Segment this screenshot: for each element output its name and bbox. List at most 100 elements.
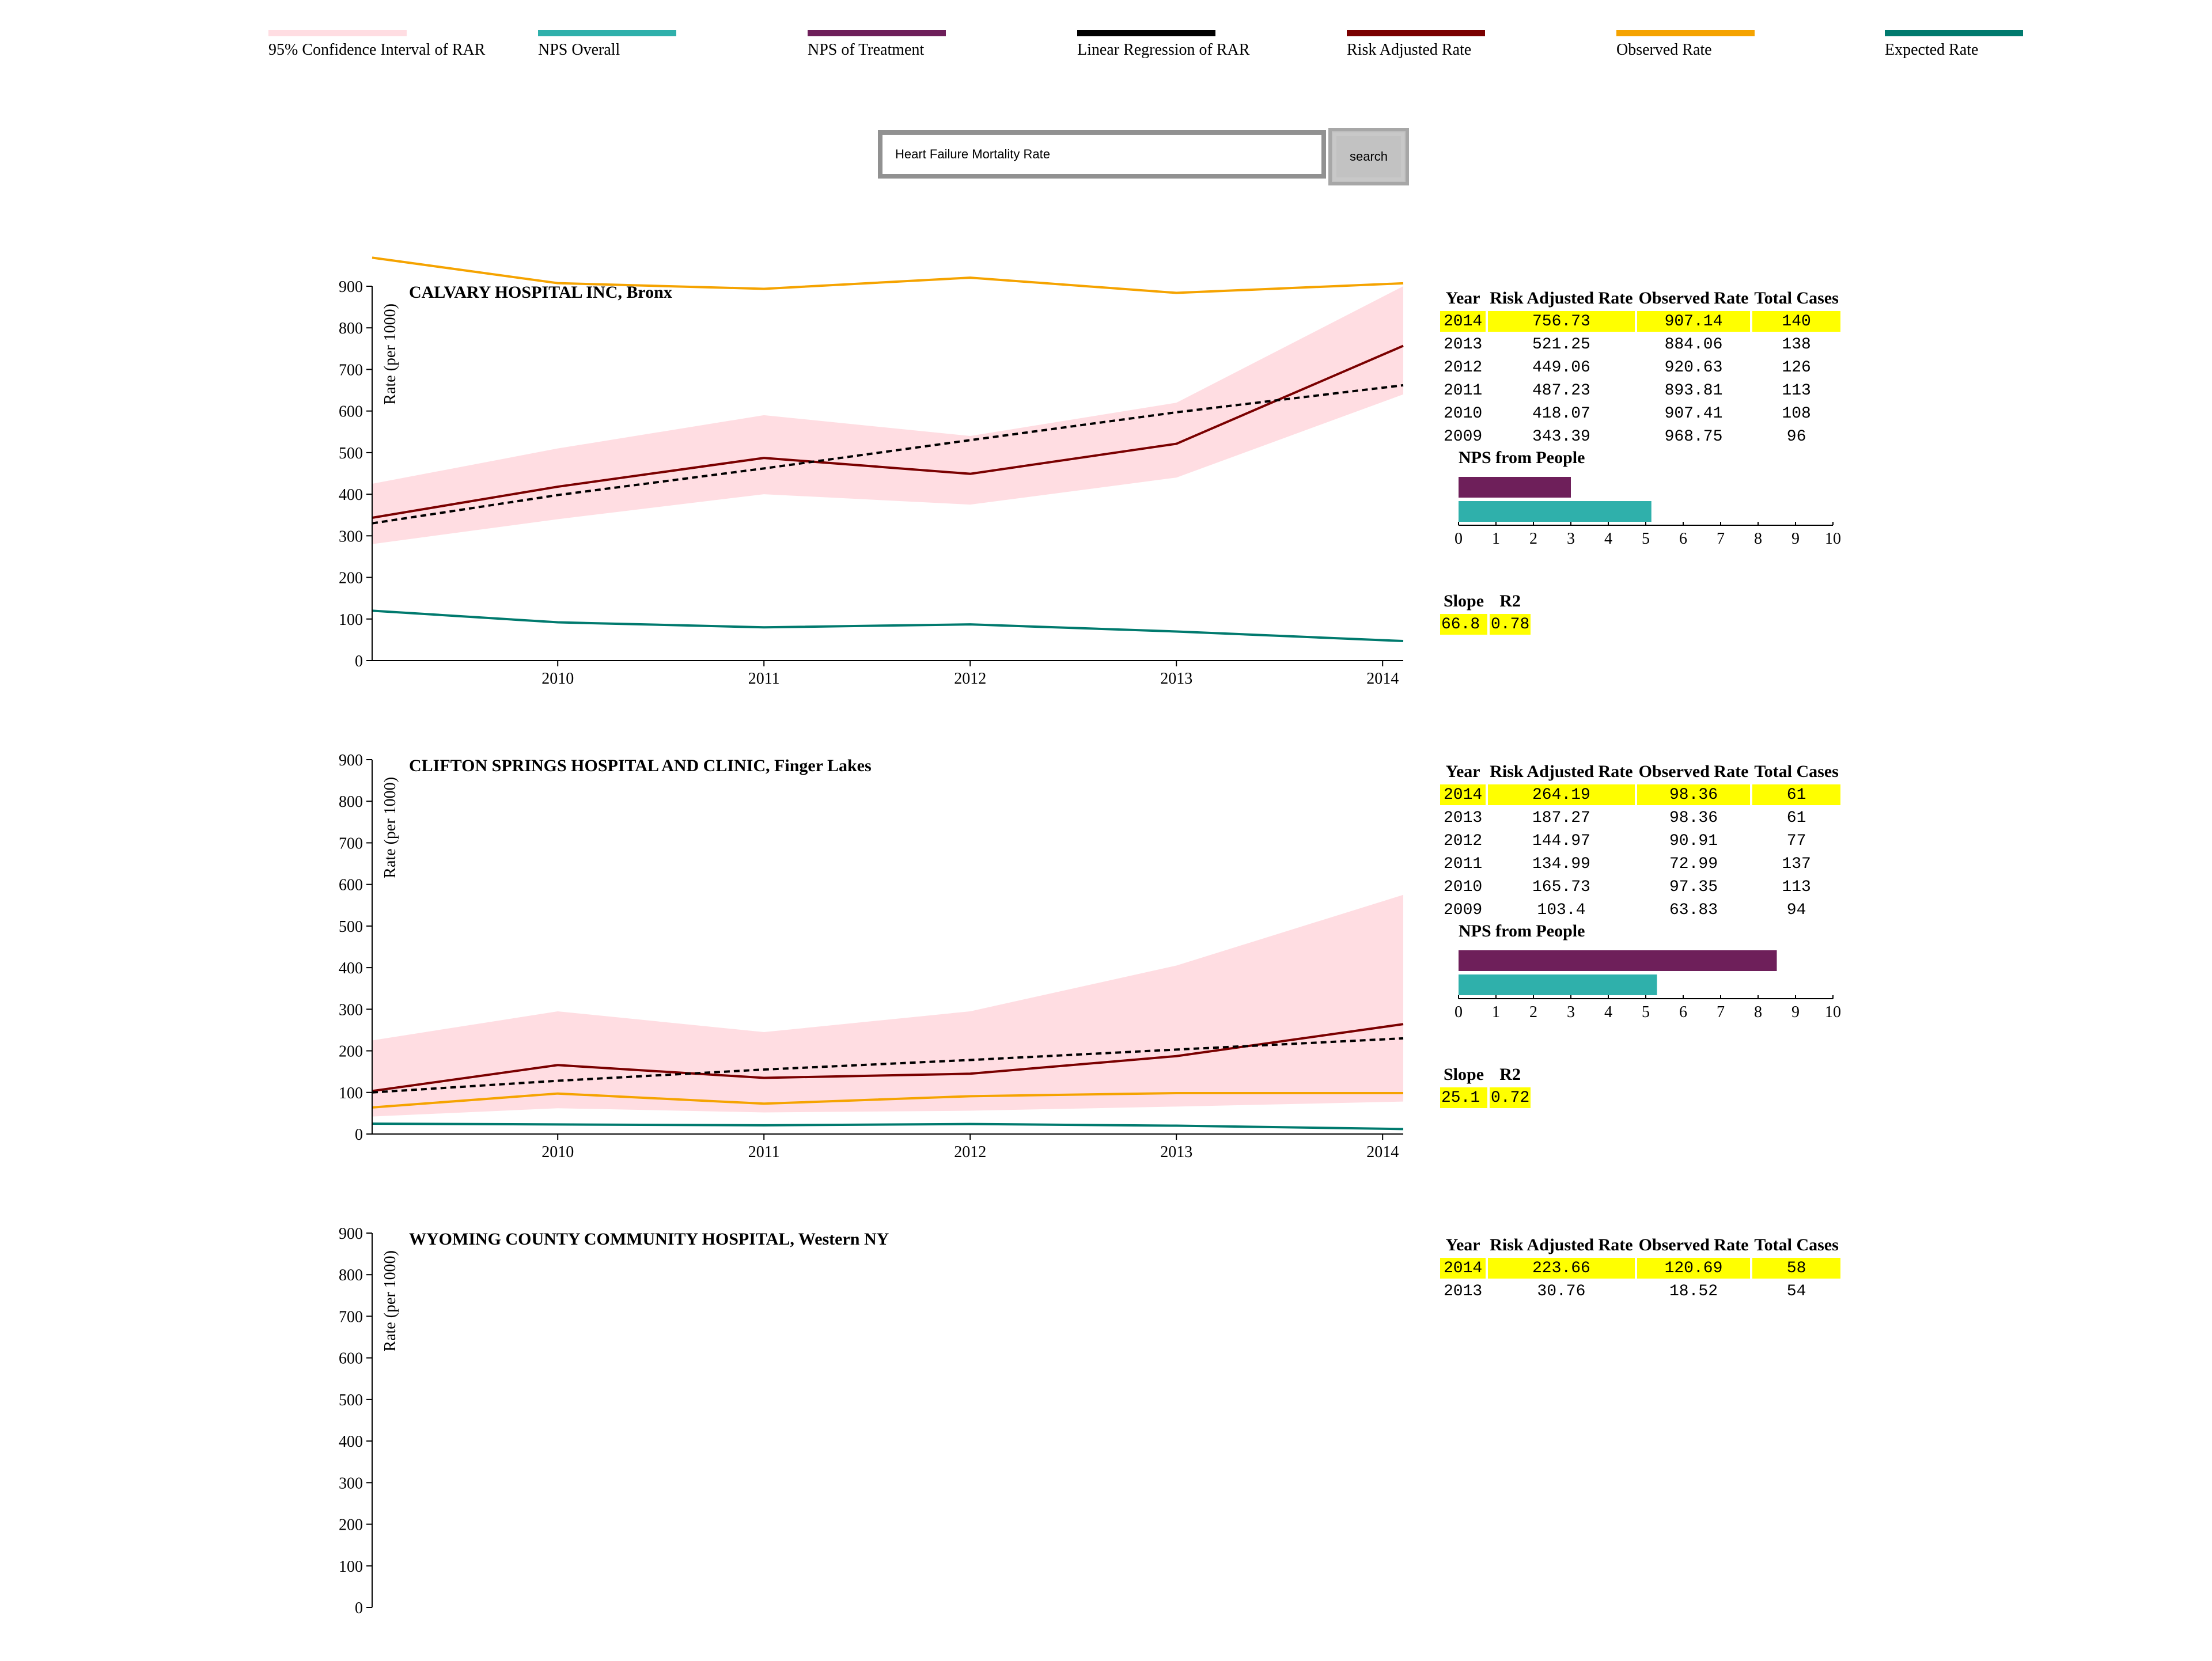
- table-row: 2011 134.99 72.99 137: [1440, 854, 1840, 874]
- legend-swatch: [1077, 30, 1215, 36]
- nps-tick-label: 1: [1492, 530, 1500, 548]
- x-tick-label: 2012: [954, 670, 986, 688]
- legend-item: Observed Rate: [1616, 30, 1755, 59]
- y-tick-label: 500: [339, 1391, 363, 1409]
- legend-swatch: [1616, 30, 1755, 36]
- nps-tick-label: 3: [1567, 1003, 1575, 1021]
- nps-overall-bar: [1459, 501, 1652, 522]
- hospital-block: 0 100 200 300 400 500 600 700 800 900 Rate (per 10…: [0, 727, 2212, 1188]
- x-tick-label: 2011: [748, 1143, 780, 1161]
- legend-swatch: [538, 30, 676, 36]
- nps-tick-label: 4: [1604, 530, 1612, 548]
- column-header: Year: [1445, 1235, 1480, 1254]
- table-cell: 2013: [1444, 809, 1483, 827]
- y-tick-label: 0: [355, 1126, 363, 1144]
- table-cell: 2010: [1444, 404, 1483, 423]
- hospital-title: CLIFTON SPRINGS HOSPITAL AND CLINIC, Fin…: [409, 756, 872, 775]
- y-tick-label: 800: [339, 1266, 363, 1284]
- table-cell: 2014: [1440, 1258, 1486, 1279]
- nps-tick-label: 9: [1791, 1003, 1800, 1021]
- hospital-block: 0 100 200 300 400 500 600 700 800 900 Rate (per 10…: [0, 1200, 2212, 1661]
- legend-label: 95% Confidence Interval of RAR: [268, 41, 486, 59]
- nps-tick-label: 0: [1455, 530, 1463, 548]
- table-cell: 2011: [1444, 855, 1483, 873]
- table-cell: 58: [1752, 1258, 1840, 1279]
- table-cell: 2014: [1440, 784, 1486, 805]
- y-tick-label: 900: [339, 1225, 363, 1243]
- x-tick-label: 2011: [748, 670, 780, 688]
- nps-tick-label: 8: [1754, 530, 1762, 548]
- legend-swatch: [808, 30, 946, 36]
- table-cell: 138: [1782, 335, 1811, 354]
- table-cell: 968.75: [1664, 427, 1723, 446]
- table-cell: 113: [1782, 878, 1811, 896]
- table-row: 2014 264.19 98.36 61: [1440, 784, 1840, 805]
- table-cell: 2012: [1444, 358, 1483, 377]
- table-row: 2010 165.73 97.35 113: [1440, 877, 1840, 897]
- search-button[interactable]: search: [1328, 128, 1409, 185]
- table-cell: 137: [1782, 855, 1811, 873]
- table-cell: 134.99: [1532, 855, 1590, 873]
- x-tick-label: 2014: [1366, 1143, 1399, 1161]
- nps-tick-label: 9: [1791, 530, 1800, 548]
- nps-tick-label: 6: [1679, 1003, 1687, 1021]
- legend: 95% Confidence Interval of RAR NPS Overal…: [0, 30, 2212, 70]
- table-cell: 98.36: [1637, 784, 1751, 805]
- table-cell: 487.23: [1532, 381, 1590, 400]
- y-tick-label: 200: [339, 570, 363, 587]
- nps-tick-label: 8: [1754, 1003, 1762, 1021]
- x-tick-label: 2012: [954, 1143, 986, 1161]
- y-tick-label: 100: [339, 611, 363, 629]
- series-line: [372, 1023, 1404, 1093]
- y-tick-label: 500: [339, 918, 363, 936]
- slope-header: R2: [1499, 1065, 1521, 1084]
- plot-area: 0 100 200 300 400 500 600 700 800 900 Rate (per 10…: [339, 752, 1404, 1161]
- y-tick-label: 500: [339, 445, 363, 462]
- table-cell: 165.73: [1532, 878, 1590, 896]
- nps-tick-label: 10: [1825, 530, 1841, 548]
- table-cell: 77: [1786, 832, 1806, 850]
- legend-item: Expected Rate: [1885, 30, 2023, 59]
- y-tick-label: 300: [339, 1474, 363, 1492]
- column-header: Year: [1445, 762, 1480, 781]
- nps-tick-label: 7: [1717, 530, 1725, 548]
- column-header: Risk Adjusted Rate: [1490, 1235, 1633, 1254]
- series-line: [372, 609, 1404, 643]
- y-tick-label: 0: [355, 1599, 363, 1617]
- legend-label: Observed Rate: [1616, 41, 1712, 59]
- table-cell: 187.27: [1532, 809, 1590, 827]
- rates-table: Year Risk Adjusted Rate Observed Rate Total…: [1438, 759, 1843, 923]
- slope-row: 66.8 0.78: [1440, 614, 1531, 635]
- nps-bar-chart: 0 1 2 3 4 5 6 7 8 9 10: [1455, 950, 1841, 1021]
- nps-treatment-bar: [1459, 950, 1777, 971]
- x-tick-label: 2010: [541, 670, 574, 688]
- y-tick-label: 600: [339, 1350, 363, 1368]
- legend-label: Risk Adjusted Rate: [1347, 41, 1472, 59]
- table-cell: 96: [1786, 427, 1806, 446]
- table-cell: 907.14: [1637, 311, 1751, 332]
- y-tick-label: 600: [339, 877, 363, 894]
- table-cell: 2012: [1444, 832, 1483, 850]
- nps-tick-label: 2: [1529, 1003, 1537, 1021]
- legend-item: NPS of Treatment: [808, 30, 946, 59]
- hospital-block: 0 100 200 300 400 500 600 700 800 900 Rate (per 10…: [0, 253, 2212, 714]
- table-cell: 343.39: [1532, 427, 1590, 446]
- search-input[interactable]: [878, 130, 1326, 179]
- table-cell: 90.91: [1669, 832, 1718, 850]
- rate-chart: 0 100 200 300 400 500 600 700 800 900 Rate (per 10…: [339, 1225, 889, 1617]
- legend-label: Linear Regression of RAR: [1077, 41, 1250, 59]
- table-cell: 97.35: [1669, 878, 1718, 896]
- hospital-title: CALVARY HOSPITAL INC, Bronx: [409, 283, 672, 302]
- slope-header-row: Slope R2: [1440, 591, 1531, 612]
- slope-header: Slope: [1444, 591, 1484, 610]
- plot-area: 0 100 200 300 400 500 600 700 800 900 Rate (per 10…: [339, 256, 1404, 688]
- column-header: Observed Rate: [1638, 762, 1749, 781]
- table-cell: 2011: [1444, 381, 1483, 400]
- table-row: 2009 343.39 968.75 96: [1440, 426, 1840, 447]
- column-header: Observed Rate: [1638, 1235, 1749, 1254]
- x-tick-label: 2010: [541, 1143, 574, 1161]
- hospital-title: WYOMING COUNTY COMMUNITY HOSPITAL, Weste…: [409, 1230, 889, 1249]
- table-cell: 113: [1782, 381, 1811, 400]
- r2-value: 0.78: [1490, 614, 1531, 635]
- y-tick-label: 300: [339, 528, 363, 545]
